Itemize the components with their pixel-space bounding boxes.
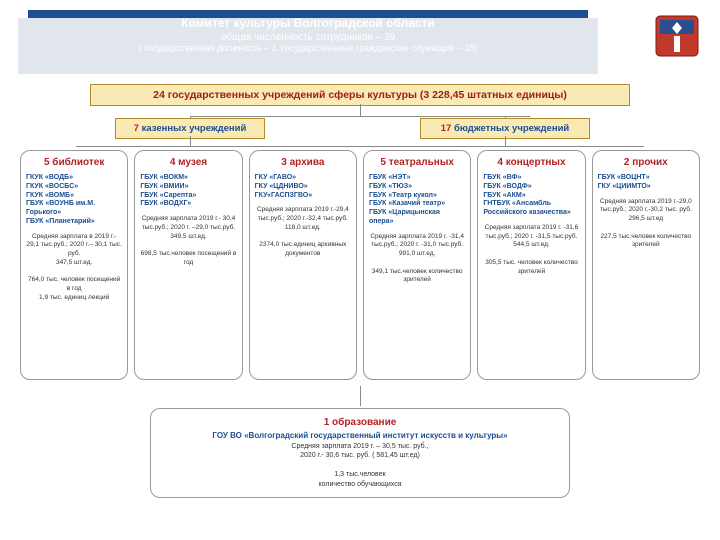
connector-icon — [360, 386, 361, 406]
card-other: 2 прочих ГБУК «ВОЦНТ»ГКУ «ЦИИМТО» Средня… — [592, 150, 700, 380]
card-title: 4 музея — [140, 157, 236, 168]
sub-right-text: бюджетных учреждений — [454, 123, 569, 134]
main-badge: 24 государственных учреждений сферы куль… — [90, 84, 630, 106]
card-museums: 4 музея ГБУК «ВОКМ»ГБУК «ВМИИ»ГБУК «Саре… — [134, 150, 242, 380]
header-sub1: общая численность сотрудников – 39 — [38, 32, 578, 43]
connector-icon — [360, 104, 361, 116]
main-badge-text: 24 государственных учреждений сферы куль… — [153, 89, 567, 101]
header-title: Комитет культуры Волгоградской области — [38, 16, 578, 30]
header-sub2: ( государственная должность – 1, государ… — [38, 43, 578, 53]
sub-left-num: 7 — [134, 123, 139, 134]
sub-right-num: 17 — [441, 123, 452, 134]
sub-left-text: казенных учреждений — [142, 123, 247, 134]
card-list: ГБУК «ВФ»ГБУК «ВОДФ»ГБУК «АКМ»ГНТБУК «Ан… — [483, 174, 579, 218]
connector-icon — [505, 136, 506, 146]
card-theaters: 5 театральных ГБУК «НЭТ»ГБУК «ТЮЗ»ГБУК «… — [363, 150, 471, 380]
card-title: 5 театральных — [369, 157, 465, 168]
edu-title: 1 образование — [161, 417, 559, 428]
card-education: 1 образование ГОУ ВО «Волгоградский госу… — [150, 408, 570, 498]
card-title: 2 прочих — [598, 157, 694, 168]
card-list: ГКУК «ВОДБ»ГКУК «ВОСБС»ГКУК «ВОМБ»ГБУК «… — [26, 174, 122, 227]
connector-icon — [76, 146, 644, 147]
card-list: ГБУК «ВОКМ»ГБУК «ВМИИ»ГБУК «Сарепта»ГБУК… — [140, 174, 236, 209]
card-title: 3 архива — [255, 157, 351, 168]
card-list: ГКУ «ГАВО»ГКУ «ЦДНИВО»ГКУ«ГАСПЗГВО» — [255, 174, 351, 200]
card-body: Средняя зарплата в 2019 г.- 29,1 тыс.руб… — [26, 233, 122, 303]
card-body: Средняя зарплата 2019 г.-29,4 тыс.руб.; … — [255, 206, 351, 259]
card-body: Средняя зарплата 2019 г. -31,6 тыс.руб.;… — [483, 224, 579, 277]
card-body: Средняя зарплата 2019 г.- 30,4 тыс.руб.;… — [140, 215, 236, 268]
connector-icon — [190, 136, 191, 146]
card-concerts: 4 концертных ГБУК «ВФ»ГБУК «ВОДФ»ГБУК «А… — [477, 150, 585, 380]
card-title: 4 концертных — [483, 157, 579, 168]
card-body: Средняя зарплата 2019 г.-29,0 тыс.руб.; … — [598, 198, 694, 251]
edu-body: Средняя зарплата 2019 г. – 30,5 тыс. руб… — [161, 442, 559, 489]
card-list: ГБУК «НЭТ»ГБУК «ТЮЗ»ГБУК «Театр кукол»ГБ… — [369, 174, 465, 227]
edu-name: ГОУ ВО «Волгоградский государственный ин… — [161, 431, 559, 440]
card-archives: 3 архива ГКУ «ГАВО»ГКУ «ЦДНИВО»ГКУ«ГАСПЗ… — [249, 150, 357, 380]
connector-icon — [190, 116, 530, 117]
header-banner: Комитет культуры Волгоградской области о… — [28, 10, 588, 66]
card-title: 5 библиотек — [26, 157, 122, 168]
cards-row: 5 библиотек ГКУК «ВОДБ»ГКУК «ВОСБС»ГКУК … — [20, 150, 700, 380]
card-libraries: 5 библиотек ГКУК «ВОДБ»ГКУК «ВОСБС»ГКУК … — [20, 150, 128, 380]
card-list: ГБУК «ВОЦНТ»ГКУ «ЦИИМТО» — [598, 174, 694, 192]
card-body: Средняя зарплата 2019 г. -31,4 тыс.руб.;… — [369, 233, 465, 286]
region-crest-icon — [654, 14, 700, 62]
